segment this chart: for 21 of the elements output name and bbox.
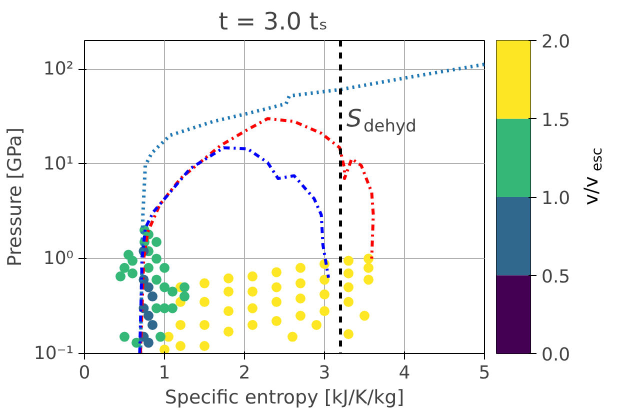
y-tick-label: 10² (43, 58, 74, 80)
color-bar-title: v/vesc (580, 148, 606, 206)
chart-title: t = 3.0 tₛ (218, 8, 328, 36)
y-tick-label: 10¹ (43, 153, 74, 174)
color-bar-label: 2.0 (542, 32, 570, 52)
x-tick-label: 4 (398, 362, 410, 384)
y-axis-title: Pressure [GPa] (4, 128, 26, 266)
x-axis-title: Specific entropy [kJ/K/kg] (164, 386, 404, 408)
color-bar-label: 0.0 (542, 344, 570, 366)
x-tick-label: 2 (238, 362, 250, 384)
color-bar-label: 1.5 (542, 110, 570, 131)
line-series (138, 62, 484, 354)
y-tick-label: 10⁰ (43, 248, 74, 270)
color-bar-label: 1.0 (542, 188, 570, 209)
x-tick-label: 3 (318, 362, 330, 384)
x-tick-label: 1 (158, 362, 170, 384)
x-tick-label: 0 (78, 362, 90, 384)
y-tick-label: 10⁻¹ (34, 343, 74, 364)
x-tick-label: 5 (478, 362, 490, 384)
line-series (138, 146, 330, 354)
color-bar-label: 0.5 (542, 266, 570, 288)
